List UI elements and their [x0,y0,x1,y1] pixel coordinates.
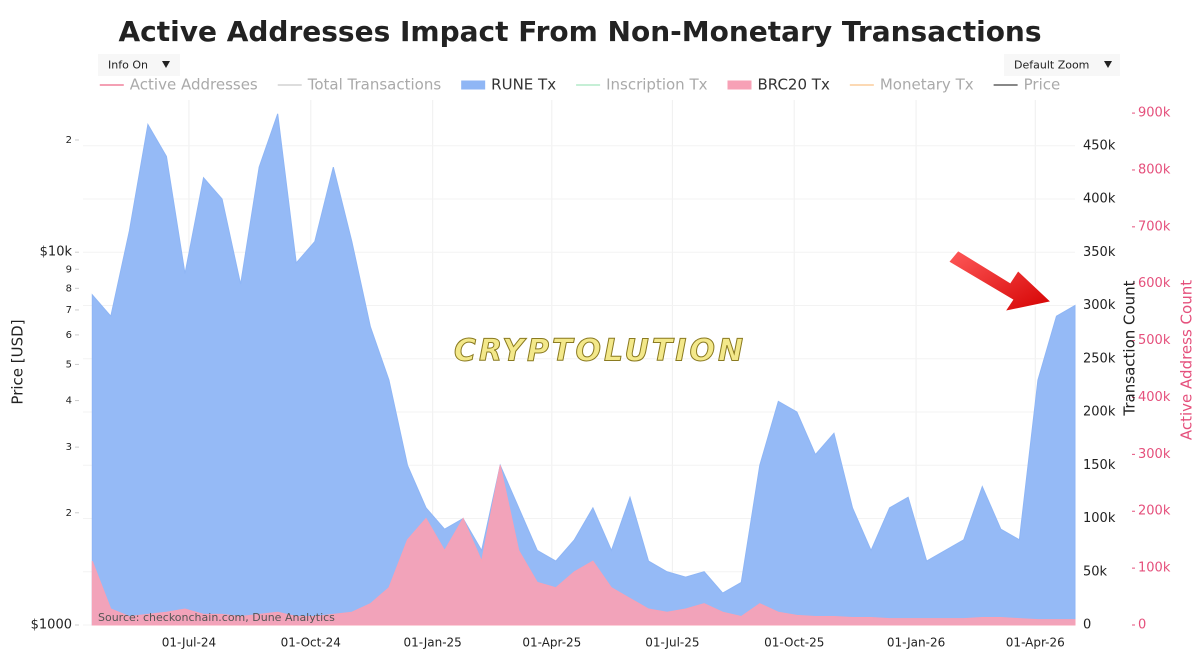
plot-area [83,100,1076,626]
y-tick-label: $10k [40,245,73,260]
legend-label: Active Addresses [130,76,258,94]
dropdown-caret[interactable] [162,61,170,68]
y2-tick-label: 350k [1083,245,1116,260]
area [91,465,1076,626]
overlay: CRYPTOLUTION Source: checkonchain.com, Du… [98,333,746,624]
y-tick-label: 2 [66,135,72,146]
y2-axis-title: Transaction Count [1121,280,1139,416]
watermark: CRYPTOLUTION [454,334,746,369]
y-tick-label: 5 [66,359,72,370]
y2-tick-label: 250k [1083,351,1116,366]
dropdown-label[interactable]: Info On [108,59,148,72]
x-tick-label: 01-Oct-25 [764,636,824,650]
x-tick-label: 01-Jul-25 [645,636,699,650]
x-tick-label: 01-Jan-25 [403,636,461,650]
y-tick-label: 9 [66,264,72,275]
dropdown-box[interactable] [1004,54,1120,76]
dropdown-box[interactable] [98,54,180,76]
y3-tick-label: 800k [1138,162,1171,177]
legend-label: Total Transactions [307,76,442,94]
dropdown-caret[interactable] [1104,61,1112,68]
y2-tick-label: 100k [1083,511,1116,526]
y-tick-label: 4 [66,396,72,407]
area [91,113,1076,626]
y3-tick-label: 600k [1138,276,1171,291]
y3-tick-label: 500k [1138,333,1171,348]
legend-label: Price [1024,76,1061,94]
y2-tick-label: 450k [1083,138,1116,153]
y-tick-label: 6 [66,330,72,341]
x-tick-label: 01-Jul-24 [162,636,216,650]
x-tick-label: 01-Apr-25 [522,636,581,650]
legend: Active Addresses Total Transactions RUNE T… [99,76,1061,94]
chart-title: Active Addresses Impact From Non-Monetar… [118,15,1041,48]
dropdown-label[interactable]: Default Zoom [1014,59,1089,72]
y2-tick-label: 50k [1083,564,1108,579]
y2-tick-label: 300k [1083,298,1116,313]
y-tick-label: 2 [66,508,72,519]
y3-tick-label: 900k [1138,106,1171,121]
y2-tick-label: 200k [1083,405,1116,420]
x-tick-label: 01-Jan-26 [887,636,945,650]
legend-label: BRC20 Tx [757,76,829,94]
x-tick-label: 01-Oct-24 [281,636,341,650]
y-tick-label: 8 [66,283,72,294]
y2-tick-label: 0 [1083,618,1091,633]
y-tick-label: $1000 [31,618,72,633]
arrow [946,248,1055,314]
y3-tick-label: 100k [1138,561,1171,576]
y3-tick-label: 700k [1138,219,1171,234]
x-tick-label: 01-Apr-26 [1006,636,1065,650]
info-dropdown[interactable]: Info On [98,54,180,76]
source-note: Source: checkonchain.com, Dune Analytics [98,611,335,624]
legend-label: Inscription Tx [606,76,708,94]
y2-tick-label: 150k [1083,458,1116,473]
y2-tick-label: 400k [1083,192,1116,207]
y3-axis-title: Active Address Count [1178,280,1196,440]
y3-tick-label: 0 [1138,618,1146,633]
y-tick-label: 7 [66,305,72,316]
y-axis-title: Price [USD] [9,319,27,404]
legend-label: RUNE Tx [491,76,556,94]
y-tick-label: 3 [66,442,72,453]
y3-tick-label: 400k [1138,390,1171,405]
legend-label: Monetary Tx [880,76,974,94]
y3-tick-label: 300k [1138,447,1171,462]
y3-tick-label: 200k [1138,504,1171,519]
zoom-dropdown[interactable]: Default Zoom [1004,54,1120,76]
